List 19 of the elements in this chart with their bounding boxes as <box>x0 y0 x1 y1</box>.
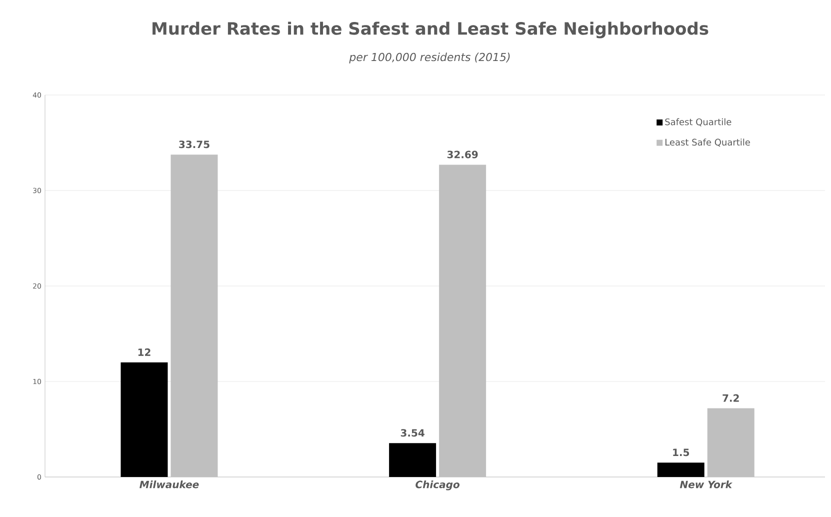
bar <box>707 408 754 477</box>
data-label: 33.75 <box>179 140 210 148</box>
bar <box>439 164 486 477</box>
data-label: 7.2 <box>722 394 739 402</box>
chart-title: Murder Rates in the Safest and Least Safe Neighborhoods <box>152 22 708 38</box>
legend-label: Safest Quartile <box>665 118 732 126</box>
bar <box>170 154 218 477</box>
data-label: 1.5 <box>673 448 690 456</box>
x-tick-label: Milwaukee <box>140 480 199 488</box>
data-label: 12 <box>138 348 150 356</box>
bar <box>120 362 168 477</box>
data-label: 3.54 <box>400 429 424 437</box>
bar <box>389 443 436 477</box>
chart-subtitle: per 100,000 residents (2015) <box>349 52 510 64</box>
data-label: 32.69 <box>447 150 478 158</box>
bar <box>657 462 704 477</box>
x-tick-label: New York <box>680 480 733 488</box>
legend-label: Least Safe Quartile <box>665 138 750 147</box>
x-tick-label: Chicago <box>416 480 460 490</box>
